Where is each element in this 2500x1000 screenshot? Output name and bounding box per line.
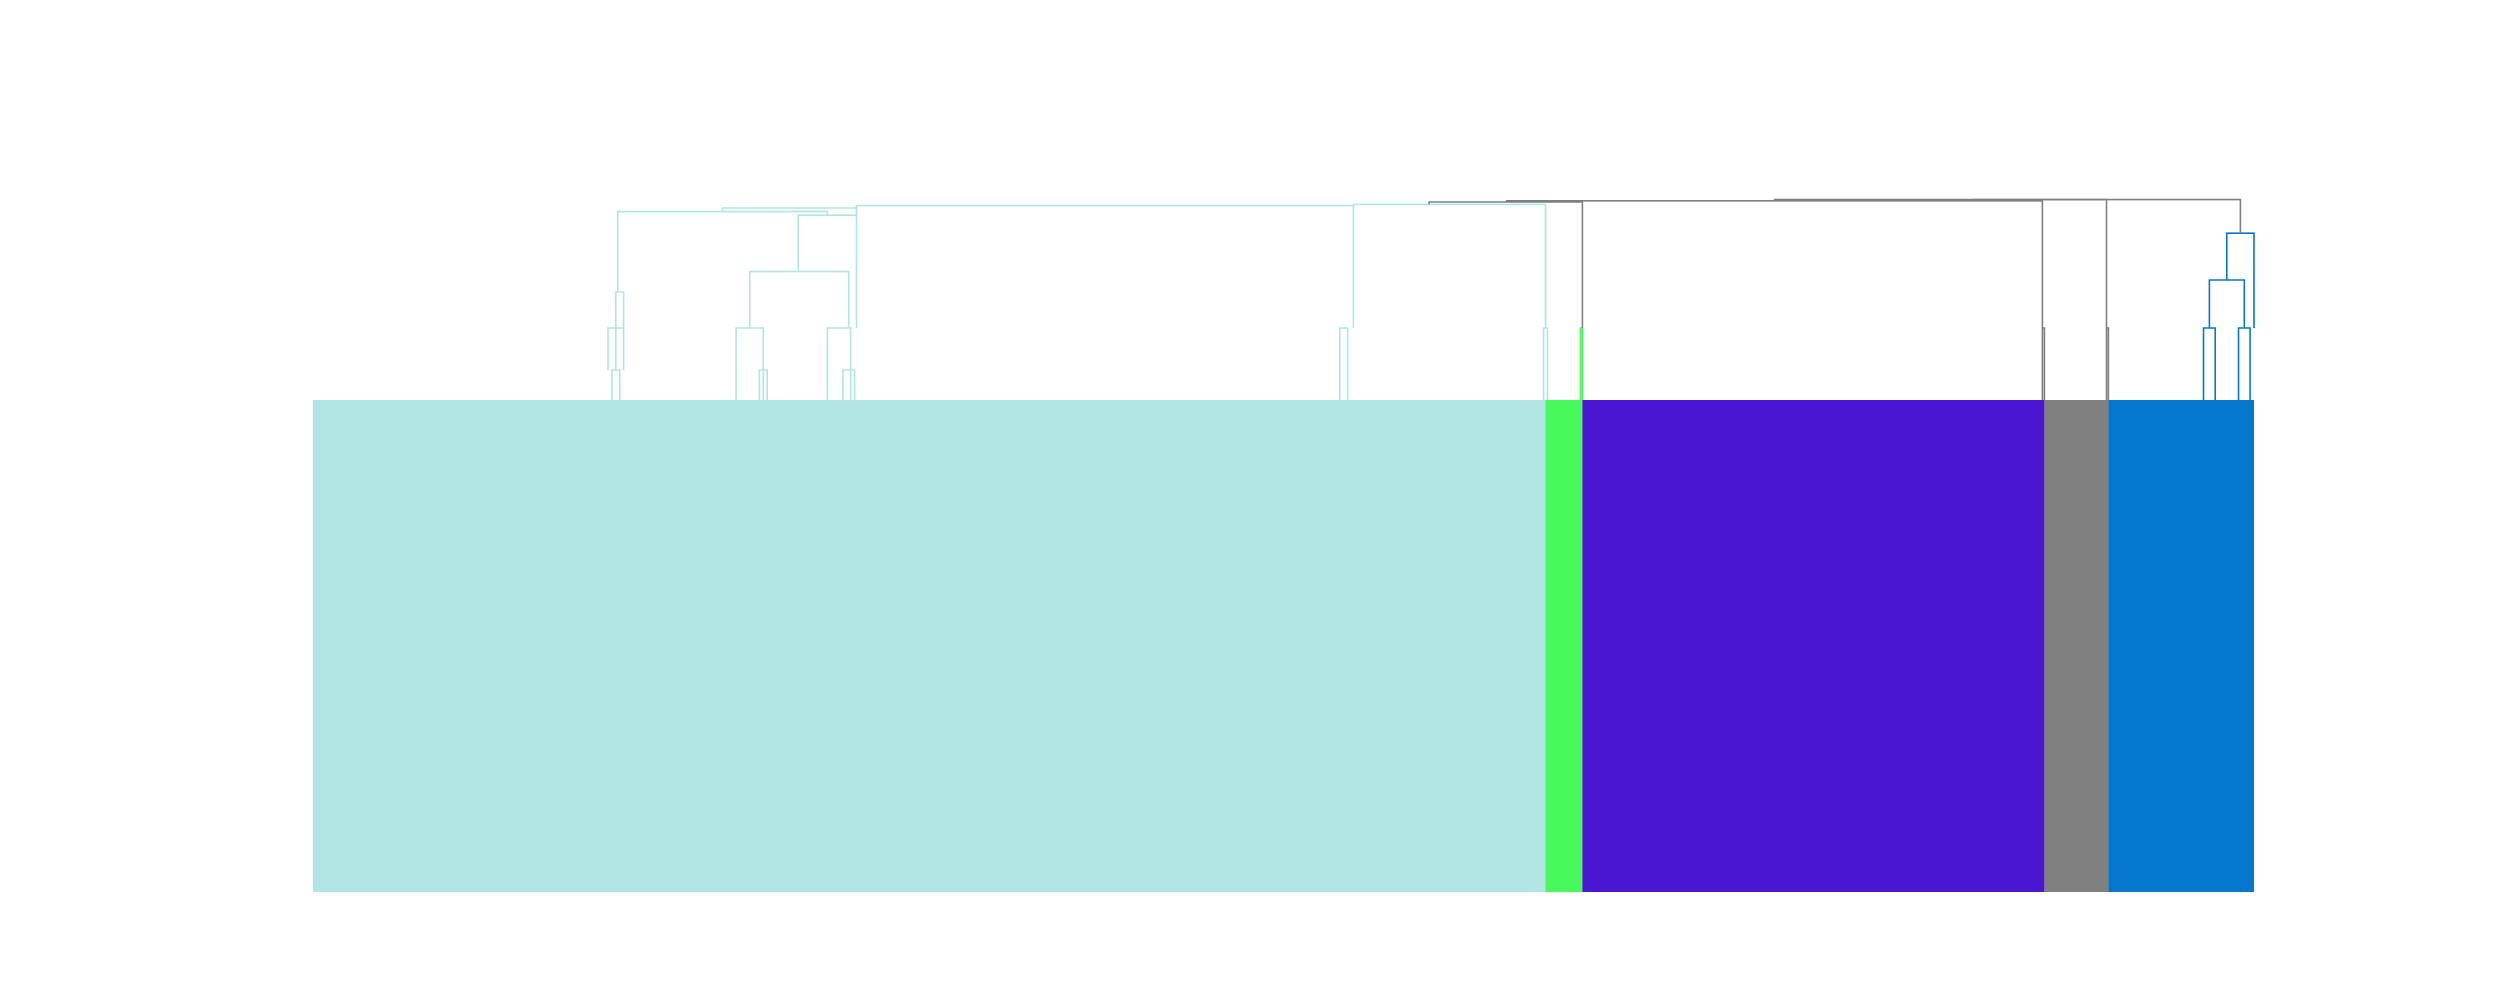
- dendrogram-link-2: [611, 369, 621, 400]
- cluster-band-4: [2044, 400, 2109, 892]
- dendrogram-link-19: [1505, 200, 2044, 328]
- cluster-band-3: [1582, 400, 2045, 892]
- dendrogram-link-26: [1972, 198, 2242, 234]
- dendrogram-link-17: [1428, 201, 1584, 328]
- dendrogram-link-3: [614, 291, 625, 370]
- dendrogram-link-5: [758, 369, 769, 400]
- dendrogram-link-7: [842, 369, 856, 400]
- dendrogram-link-12: [1542, 327, 1549, 400]
- dendrogram-link-24: [2208, 279, 2246, 328]
- dendrogram-link-6: [826, 327, 852, 400]
- dendrogram-link-15: [1352, 203, 1547, 328]
- dendrogram-links: [607, 198, 2255, 400]
- dendrogram-link-21: [1773, 198, 2108, 328]
- dendrogram-link-18: [2041, 327, 2046, 400]
- dendrogram-link-14: [855, 204, 1355, 328]
- cluster-band-2: [1545, 400, 1583, 892]
- dendrogram-link-22: [2202, 327, 2216, 400]
- dendrogram-link-20: [2105, 327, 2110, 400]
- cluster-band-1: [313, 400, 1546, 892]
- dendrogram-link-23: [2237, 327, 2251, 400]
- cluster-bands: [313, 400, 2254, 892]
- dendrogram-link-8: [748, 270, 850, 328]
- dendrogram-link-10: [616, 210, 829, 292]
- cluster-band-5: [2108, 400, 2254, 892]
- dendrogram-link-16: [1579, 327, 1584, 400]
- dendrogram-link-11: [1339, 327, 1349, 400]
